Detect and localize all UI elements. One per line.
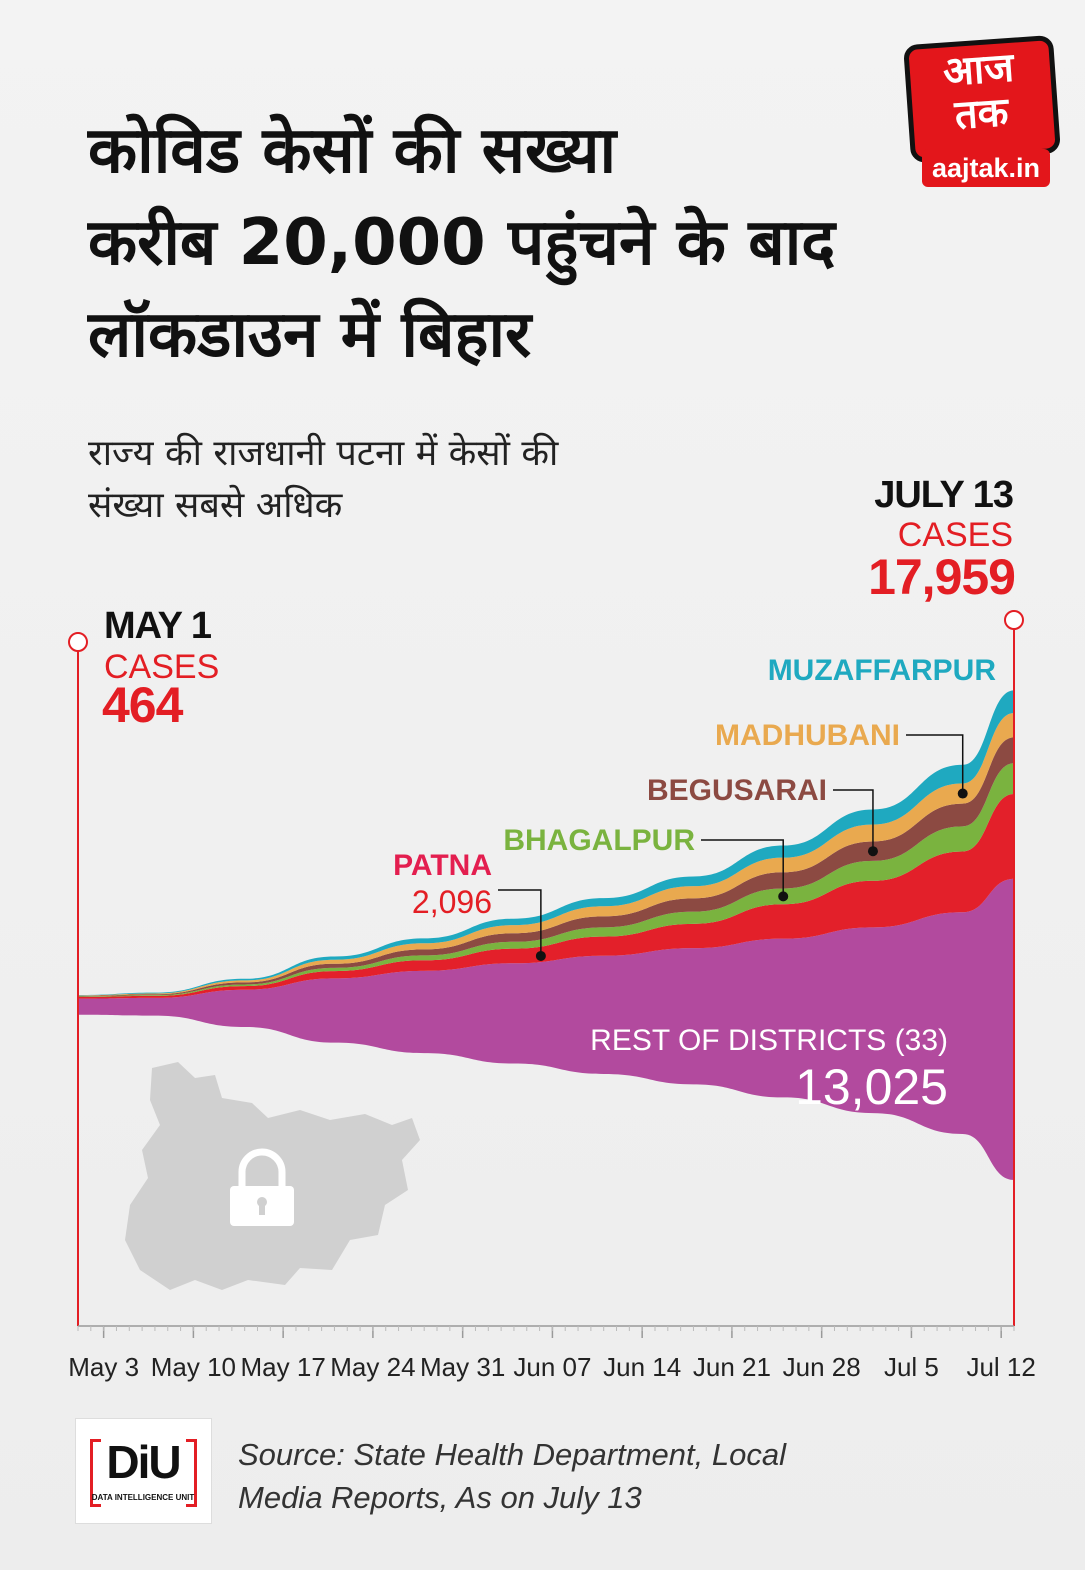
diu-bracket-left <box>90 1439 101 1507</box>
x-tick-label: Jun 07 <box>513 1352 591 1382</box>
bihar-map <box>125 1062 420 1290</box>
start-cases-value: 464 <box>102 677 183 733</box>
area-bhagalpur <box>78 763 1014 997</box>
label-madhubani: MADHUBANI <box>715 719 900 752</box>
area-rest <box>78 878 1014 1180</box>
page-subtitle: राज्य की राजधानी पटना में केसों की संख्य… <box>88 428 728 532</box>
x-tick-label: May 24 <box>330 1352 415 1382</box>
title-line-3: लॉकडाउन में बिहार <box>88 298 532 372</box>
label-patna: PATNA <box>393 849 492 882</box>
x-tick-label: May 10 <box>151 1352 236 1382</box>
subtitle-line-2: संख्या सबसे अधिक <box>88 485 343 526</box>
area-begusarai <box>78 737 1014 997</box>
title-line-2: करीब 20,000 पहुंचने के बाद <box>88 206 836 280</box>
leader-patna <box>498 889 542 956</box>
x-tick-label: Jul 5 <box>884 1352 939 1382</box>
x-tick-label: May 31 <box>420 1352 505 1382</box>
x-tick-label: Jun 28 <box>783 1352 861 1382</box>
end-date: JULY 13 <box>874 474 1014 516</box>
diu-bracket-right <box>186 1439 197 1507</box>
aajtak-logo: आज तक aajtak.in <box>903 34 1061 190</box>
value-patna: 2,096 <box>412 884 492 920</box>
leader-bhagalpur <box>701 839 784 897</box>
start-marker-dot <box>68 632 88 652</box>
diu-brand-sub: DATA INTELLIGENCE UNIT <box>91 1493 195 1502</box>
leader-begusarai <box>833 789 874 852</box>
start-date: MAY 1 <box>104 605 212 647</box>
value-rest: 13,025 <box>795 1059 948 1115</box>
end-marker-dot <box>1004 610 1024 630</box>
x-tick-label: Jun 21 <box>693 1352 771 1382</box>
x-tick-label: May 17 <box>241 1352 326 1382</box>
area-madhubani <box>78 713 1014 996</box>
label-rest: REST OF DISTRICTS (33) <box>590 1024 948 1057</box>
logo-url: aajtak.in <box>922 149 1050 187</box>
label-muzaffarpur: MUZAFFARPUR <box>768 654 997 687</box>
bihar-map-shape <box>125 1062 420 1290</box>
x-tick-label: Jun 14 <box>603 1352 681 1382</box>
end-cases-label: CASES <box>897 516 1013 554</box>
diu-brand: DiU <box>106 1436 181 1488</box>
lock-icon <box>230 1148 294 1226</box>
x-tick-label: Jul 12 <box>966 1352 1035 1382</box>
end-cases-value: 17,959 <box>868 549 1016 605</box>
label-begusarai: BEGUSARAI <box>647 774 827 807</box>
start-cases-label: CASES <box>104 648 220 686</box>
label-bhagalpur: BHAGALPUR <box>503 824 695 857</box>
area-patna <box>78 794 1014 999</box>
title-line-1: कोविड केसों की सख्या <box>88 114 617 188</box>
subtitle-line-1: राज्य की राजधानी पटना में केसों की <box>88 433 559 474</box>
page-title: कोविड केसों की सख्या करीब 20,000 पहुंचने… <box>88 105 908 381</box>
x-axis: May 3 May 10 May 17 May 24 May 31 Jun 07 Jun 1… <box>68 610 1036 1382</box>
x-tick-label: May 3 <box>68 1352 139 1382</box>
source-note: Source: State Health Department, Local M… <box>238 1437 786 1515</box>
diu-logo: DiU DATA INTELLIGENCE UNIT <box>75 1418 212 1524</box>
leader-madhubani <box>906 734 964 794</box>
chart-areas <box>78 690 1014 1180</box>
